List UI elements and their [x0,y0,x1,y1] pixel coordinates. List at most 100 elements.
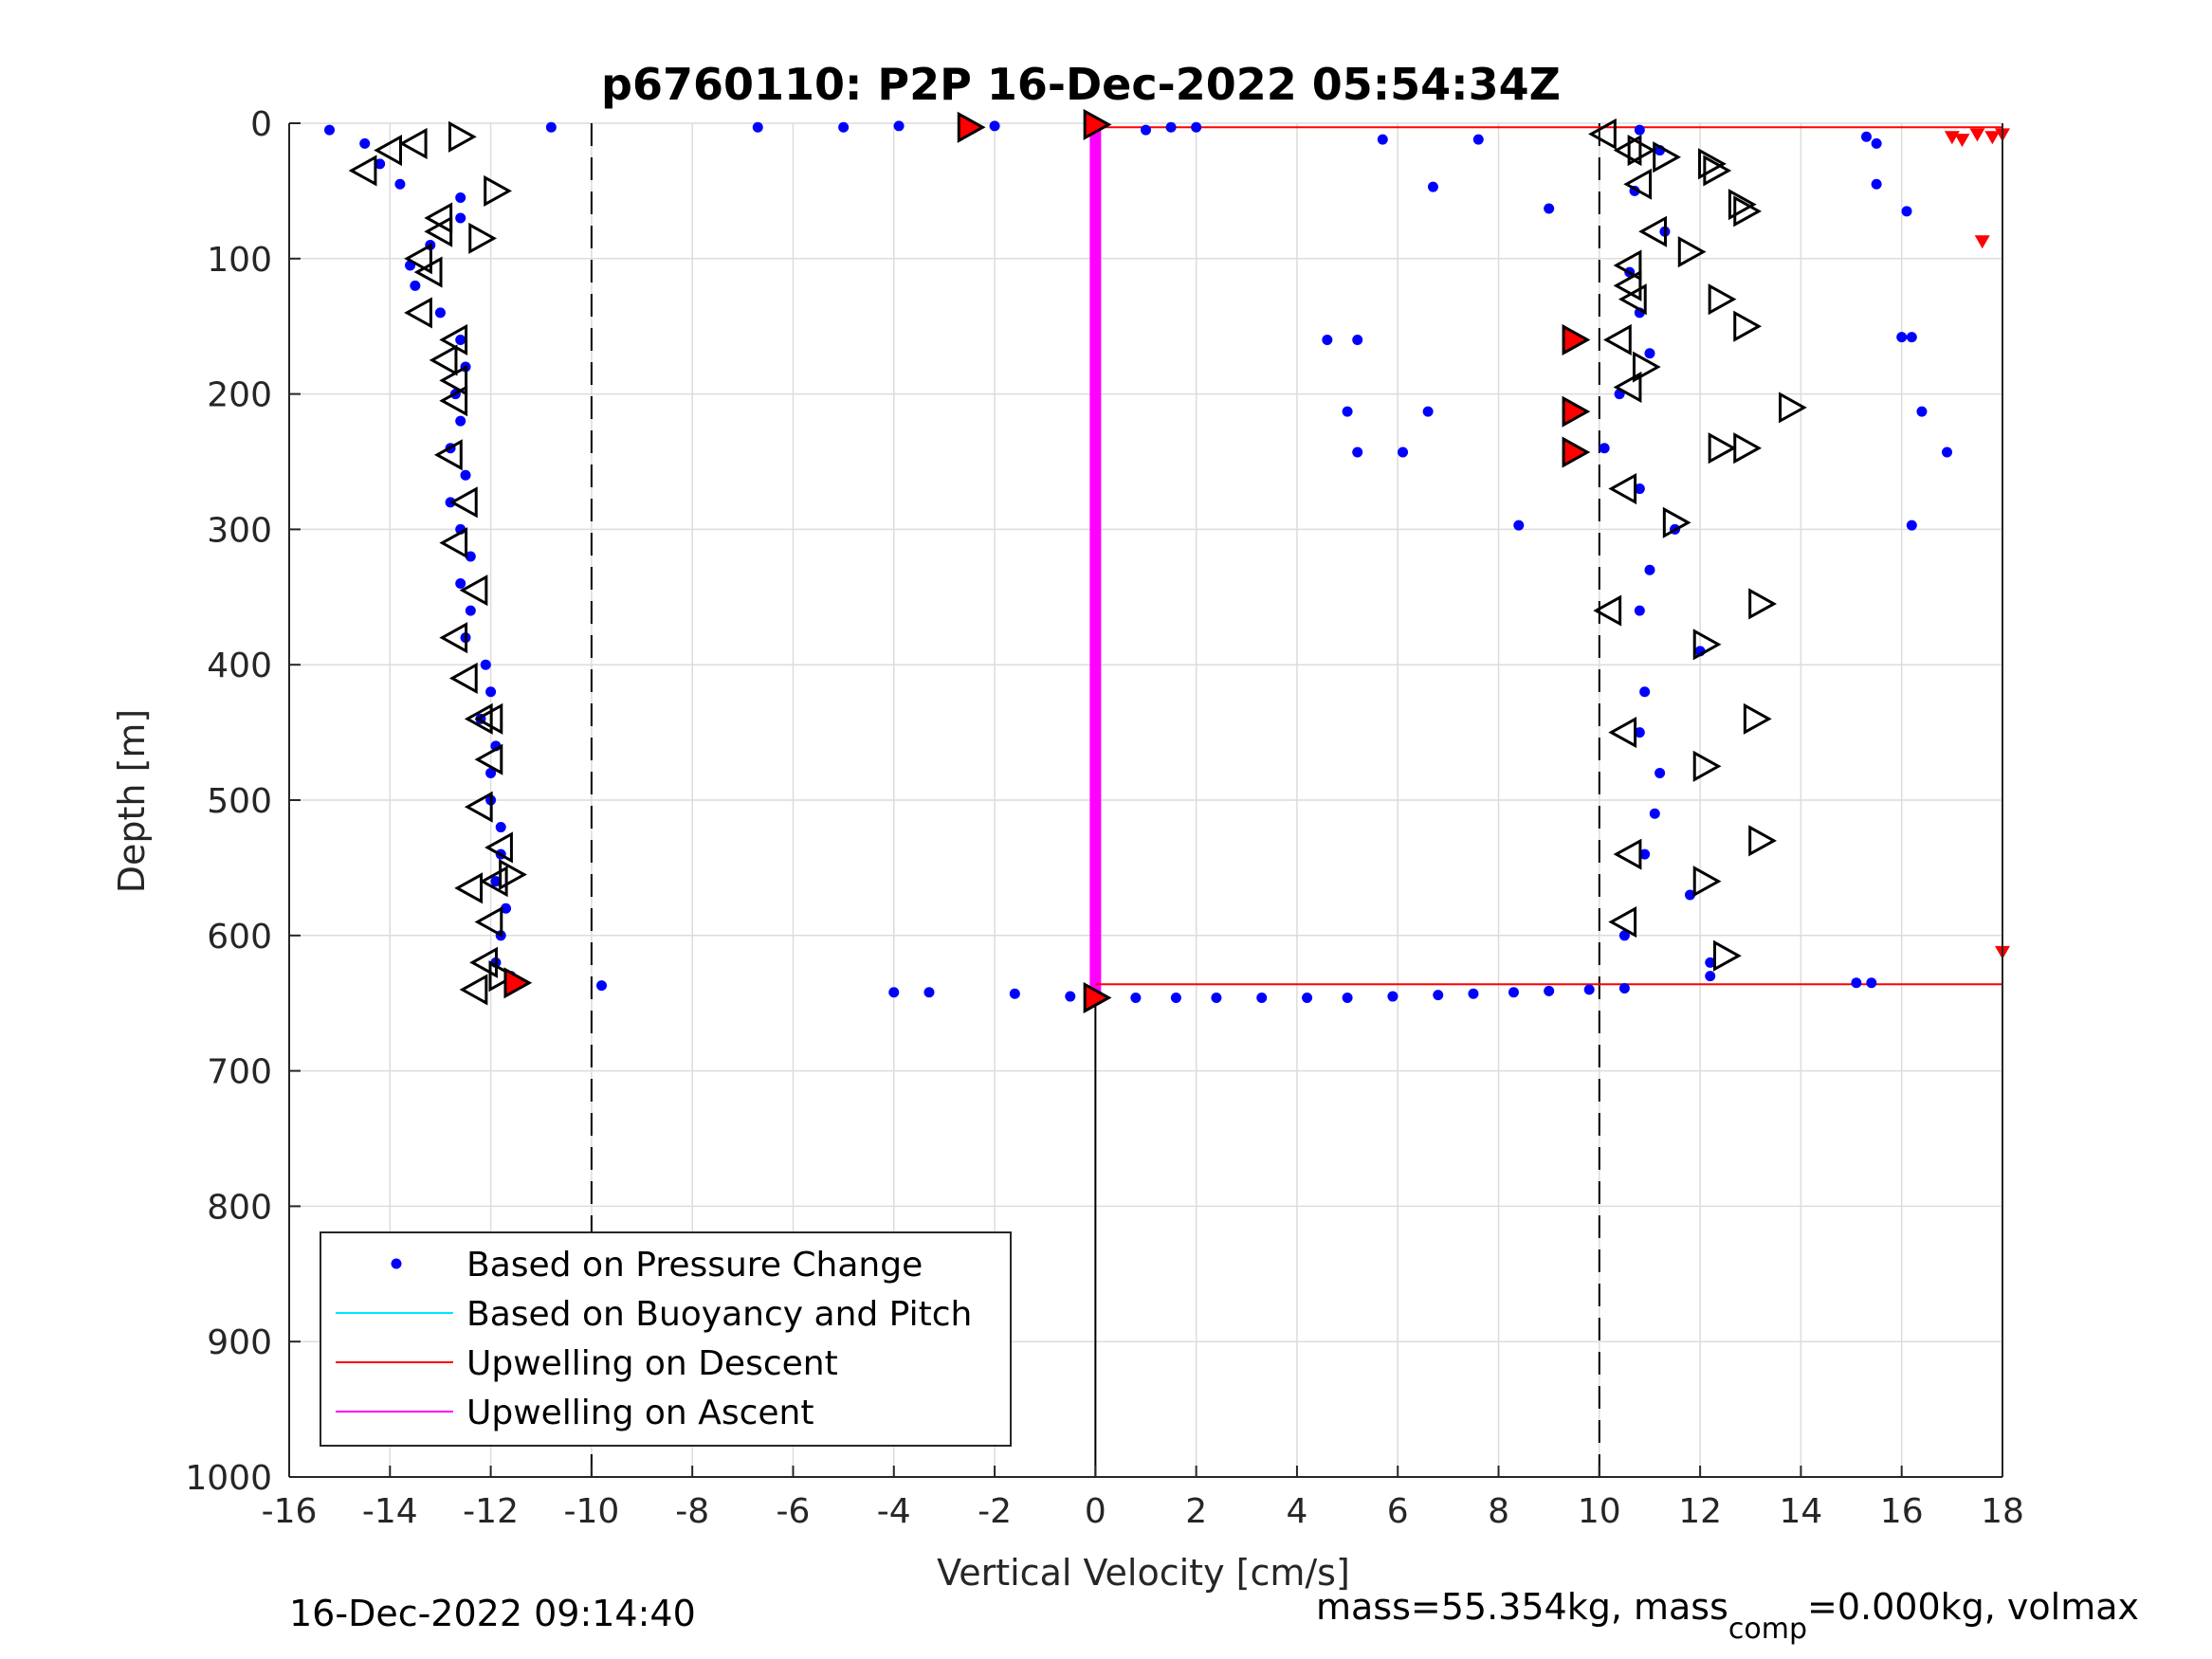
marker-right-7 [1698,148,1727,180]
pressure-dot-92 [1377,134,1388,145]
y-tick-label-1: 100 [207,241,272,280]
pressure-dot-60 [1009,988,1020,999]
pressure-dot-105 [596,980,608,992]
x-tick-label-11: 6 [1387,1492,1409,1531]
pressure-dot-84 [1342,406,1353,417]
pressure-dot-75 [545,121,557,133]
pressure-dot-28 [495,822,506,833]
marker-right-6 [1653,141,1682,173]
pressure-dot-70 [1468,988,1479,999]
footer-timestamp: 16-Dec-2022 09:14:40 [289,1593,696,1634]
pressure-dot-100 [1916,406,1928,417]
x-tick-label-15: 14 [1780,1492,1823,1531]
y-tick-label-5: 500 [207,782,272,821]
pressure-dot-50 [1634,727,1645,738]
marker-left-20 [464,791,493,823]
marker-left-10 [439,364,468,396]
pressure-dot-10 [455,334,466,345]
marker-left-23 [474,905,503,939]
pressure-dot-9 [434,307,446,319]
pressure-dot-4 [455,192,466,204]
pressure-dot-102 [1906,520,1917,531]
marker-left-30 [1623,168,1653,200]
pressure-dot-101 [1942,447,1953,458]
x-tick-label-2: -12 [463,1492,519,1531]
marker-left-3 [404,243,432,275]
marker-right-13 [1733,310,1763,342]
marker-right-1 [484,174,512,207]
footer-mass: mass=55.354kg, mass [1316,1586,1728,1628]
marker-left-32 [1613,249,1642,282]
pressure-dot-20 [465,605,476,616]
marker-edge-red-5 [1974,235,1990,249]
pressure-dot-78 [893,120,905,132]
marker-left-17 [448,662,478,695]
marker-right-10 [1733,195,1763,228]
pressure-dot-26 [485,767,497,778]
pressure-dot-5 [455,212,466,224]
pressure-dot-66 [1302,992,1313,1003]
pressure-dot-69 [1433,990,1444,1001]
marker-right-25 [1632,351,1661,383]
pressure-dot-19 [455,578,466,590]
x-tick-label-5: -6 [777,1492,811,1531]
footer-mass-rest: =0.000kg, volmax [1807,1586,2139,1628]
y-tick-label-8: 800 [207,1188,272,1227]
pressure-dot-2 [375,158,386,170]
pressure-dot-63 [1170,992,1181,1003]
pressure-dot-80 [1165,121,1177,133]
pressure-dot-76 [752,121,763,133]
marker-red-3 [1562,395,1591,428]
legend-label-1: Based on Buoyancy and Pitch [466,1295,972,1334]
legend: Based on Pressure Change Based on Buoyanc… [320,1231,1012,1447]
pressure-dot-104 [1866,977,1877,989]
y-axis-label: Depth [m] [111,709,153,894]
x-tick-label-13: 10 [1578,1492,1621,1531]
pressure-dot-62 [1130,992,1142,1003]
marker-red-0 [957,111,986,143]
pressure-dot-46 [1644,564,1655,575]
y-tick-label-7: 700 [207,1053,272,1092]
chart-title: p6760110: P2P 16-Dec-2022 05:54:34Z [601,59,1561,110]
pressure-dot-97 [1901,206,1912,217]
x-tick-label-12: 8 [1488,1492,1509,1531]
x-tick-label-7: -2 [978,1492,1012,1531]
y-tick-label-4: 400 [207,647,272,685]
marker-edge-red-1 [1954,134,1970,148]
marker-left-27 [474,702,503,735]
x-tick-label-4: -8 [675,1492,709,1531]
pressure-dot-87 [1398,447,1409,458]
x-tick-label-14: 12 [1678,1492,1722,1531]
pressure-dot-88 [1513,520,1525,531]
x-axis-label: Vertical Velocity [cm/s] [937,1552,1350,1594]
pressure-dot-22 [480,659,491,670]
marker-left-5 [404,297,432,329]
pressure-dot-43 [1599,443,1610,454]
marker-right-15 [1779,392,1807,424]
footer-mass-subscript: comp [1728,1613,1807,1646]
pressure-dot-91 [1141,124,1151,136]
marker-left-40 [1613,838,1642,870]
marker-left-25 [459,974,488,1006]
marker-right-18 [1748,588,1777,620]
marker-right-21 [1692,750,1722,782]
x-tick-label-9: 2 [1185,1492,1207,1531]
legend-label-3: Upwelling on Ascent [466,1394,814,1432]
pressure-dot-58 [888,987,900,998]
marker-left-11 [439,385,468,417]
pressure-dot-71 [1508,987,1519,998]
marker-right-16 [1708,432,1737,465]
pressure-dot-73 [1583,984,1595,995]
marker-right-12 [1708,283,1737,316]
marker-left-18 [464,702,493,735]
pressure-dot-52 [1649,808,1660,819]
marker-red-1 [1083,108,1112,140]
marker-right-19 [1692,629,1722,661]
pressure-dot-51 [1654,767,1666,778]
marker-left-36 [1613,371,1642,404]
pressure-dot-74 [1618,982,1630,994]
pressure-dot-81 [1191,121,1202,133]
marker-left-31 [1638,215,1667,247]
x-tick-label-6: -4 [877,1492,911,1531]
